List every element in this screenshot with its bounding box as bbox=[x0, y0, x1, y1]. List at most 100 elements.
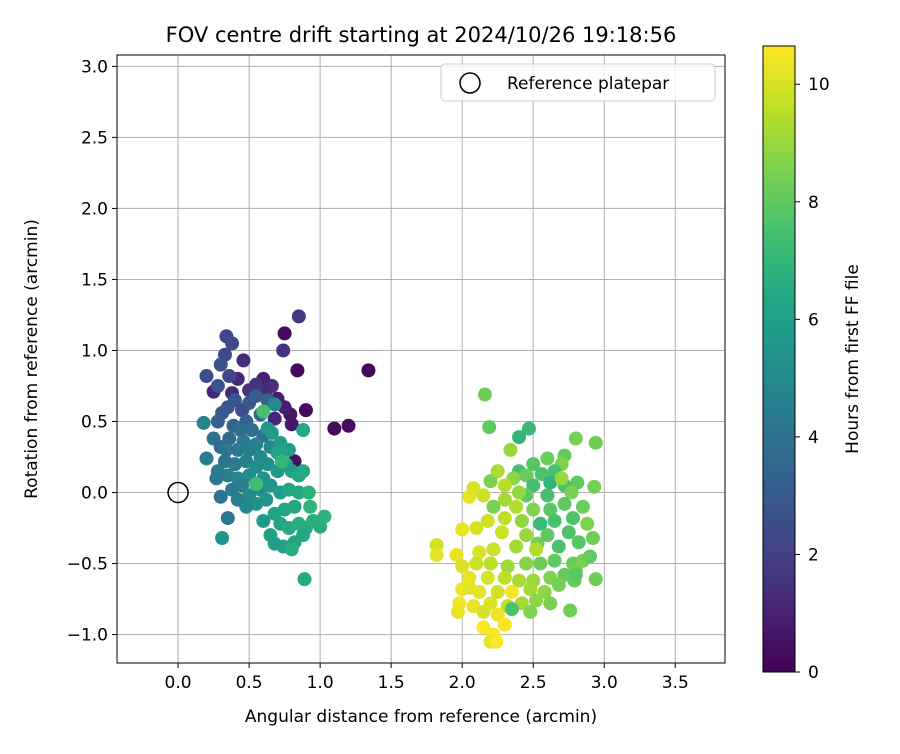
data-point bbox=[497, 478, 512, 493]
data-point bbox=[225, 336, 240, 351]
data-point bbox=[557, 496, 572, 511]
data-point bbox=[497, 511, 512, 526]
data-point bbox=[284, 542, 299, 557]
colorbar-tick-label: 2 bbox=[808, 545, 819, 565]
data-point bbox=[509, 499, 524, 514]
y-tick-label: 1.5 bbox=[81, 270, 108, 290]
data-point bbox=[281, 482, 296, 497]
y-axis-ticks: −1.0 −0.5 0.0 0.5 1.0 1.5 2.0 2.5 3.0 bbox=[67, 57, 117, 646]
data-point bbox=[477, 387, 492, 402]
chart-title: FOV centre drift starting at 2024/10/26 … bbox=[166, 23, 677, 47]
data-point bbox=[554, 471, 569, 486]
data-point bbox=[267, 411, 282, 426]
data-point bbox=[256, 513, 271, 528]
data-point bbox=[547, 513, 562, 528]
data-point bbox=[341, 418, 356, 433]
data-point bbox=[210, 378, 225, 393]
data-point bbox=[497, 617, 512, 632]
y-tick-label: −0.5 bbox=[67, 555, 108, 575]
data-point bbox=[504, 584, 519, 599]
data-point bbox=[551, 577, 566, 592]
data-point bbox=[519, 468, 534, 483]
y-tick-label: 0.0 bbox=[81, 484, 108, 504]
data-point bbox=[588, 572, 603, 587]
colorbar-gradient bbox=[762, 45, 796, 673]
y-axis-label: Rotation from reference (arcmin) bbox=[22, 219, 42, 499]
data-point bbox=[564, 485, 579, 500]
data-point bbox=[296, 464, 311, 479]
data-point bbox=[449, 548, 464, 563]
data-point bbox=[220, 511, 235, 526]
data-point bbox=[361, 363, 376, 378]
data-point bbox=[264, 425, 279, 440]
data-point bbox=[490, 464, 505, 479]
data-point bbox=[303, 499, 318, 514]
colorbar-tick-label: 4 bbox=[808, 428, 819, 448]
plot-frame bbox=[116, 54, 726, 664]
data-point bbox=[486, 542, 501, 557]
data-point bbox=[219, 442, 234, 457]
data-point bbox=[296, 423, 311, 438]
data-point bbox=[489, 634, 504, 649]
y-tick-label: 3.0 bbox=[81, 57, 108, 77]
legend: Reference platepar bbox=[440, 63, 716, 102]
data-point bbox=[563, 603, 578, 618]
data-point bbox=[500, 559, 515, 574]
data-point bbox=[222, 431, 237, 446]
data-point bbox=[196, 415, 211, 430]
data-point bbox=[236, 353, 251, 368]
data-point bbox=[327, 421, 342, 436]
colorbar-ticks: 0 2 4 6 8 10 bbox=[795, 75, 830, 683]
data-point bbox=[213, 357, 228, 372]
x-tick-label: 2.5 bbox=[520, 673, 547, 693]
data-point bbox=[263, 528, 278, 543]
data-point bbox=[490, 584, 505, 599]
data-point bbox=[543, 502, 558, 517]
data-point bbox=[291, 309, 306, 324]
data-point bbox=[476, 604, 491, 619]
data-point bbox=[483, 474, 498, 489]
data-point bbox=[571, 535, 586, 550]
data-point bbox=[476, 620, 491, 635]
data-point bbox=[469, 521, 484, 536]
data-point bbox=[284, 417, 299, 432]
data-point bbox=[512, 485, 527, 500]
y-tick-label: 0.5 bbox=[81, 413, 108, 433]
data-point bbox=[264, 378, 279, 393]
data-point bbox=[429, 538, 444, 553]
data-point bbox=[523, 604, 538, 619]
data-point bbox=[476, 488, 491, 503]
data-point bbox=[503, 442, 518, 457]
legend-box bbox=[440, 63, 716, 102]
data-point bbox=[588, 435, 603, 450]
data-point bbox=[494, 525, 509, 540]
legend-reference-marker bbox=[459, 72, 481, 94]
data-point bbox=[462, 580, 477, 595]
data-point bbox=[222, 369, 237, 384]
data-point bbox=[543, 596, 558, 611]
data-point bbox=[580, 516, 595, 531]
data-point bbox=[472, 545, 487, 560]
data-point bbox=[547, 553, 562, 568]
x-tick-label: 0.5 bbox=[236, 673, 263, 693]
data-point bbox=[469, 556, 484, 571]
data-point bbox=[519, 528, 534, 543]
x-tick-label: 0.0 bbox=[165, 673, 192, 693]
data-point bbox=[233, 423, 248, 438]
data-point bbox=[199, 451, 214, 466]
data-point bbox=[497, 492, 512, 507]
colorbar-tick-label: 0 bbox=[808, 663, 819, 683]
data-point bbox=[462, 570, 477, 585]
x-tick-label: 3.0 bbox=[591, 673, 618, 693]
data-point bbox=[526, 457, 541, 472]
data-point bbox=[455, 522, 470, 537]
y-tick-label: 2.0 bbox=[81, 199, 108, 219]
data-point bbox=[462, 489, 477, 504]
data-point bbox=[540, 488, 555, 503]
x-axis-label: Angular distance from reference (arcmin) bbox=[245, 707, 597, 727]
colorbar-label: Hours from first FF file bbox=[843, 264, 863, 454]
data-point bbox=[276, 343, 291, 358]
data-point bbox=[521, 421, 536, 436]
data-point bbox=[575, 499, 590, 514]
